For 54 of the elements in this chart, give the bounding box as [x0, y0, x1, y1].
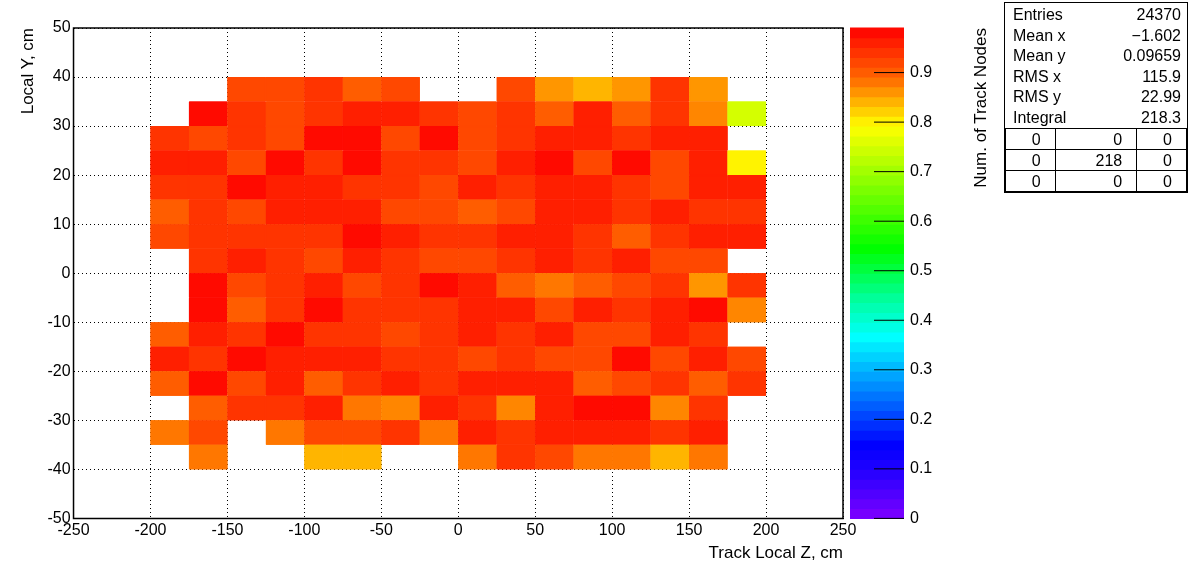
color-bar-label: 0.4	[910, 310, 933, 328]
color-bar-label: 0.9	[910, 62, 933, 80]
text: Integral	[1013, 107, 1067, 128]
x-tick-label: 0	[453, 521, 463, 539]
text: RMS y	[1013, 87, 1061, 107]
text: 0	[1136, 128, 1187, 150]
color-bar-label: 0.8	[910, 112, 933, 130]
y-tick-label: -20	[47, 361, 71, 379]
text: 218	[1055, 149, 1137, 171]
x-tick-label: 250	[829, 521, 857, 539]
color-bar-label: 0	[910, 508, 919, 526]
x-tick-label: 200	[752, 521, 780, 539]
x-tick-label: -50	[369, 521, 393, 539]
text: 24370	[1136, 5, 1181, 25]
color-bar-label: 0.3	[910, 360, 933, 378]
y-tick-label: -40	[47, 459, 71, 477]
color-bar-label: 0.6	[910, 211, 933, 229]
y-axis-title: Local Y, cm	[17, 28, 37, 115]
x-tick-label: -150	[211, 521, 244, 539]
text: RMS x	[1013, 66, 1061, 87]
x-axis-title: Track Local Z, cm	[708, 543, 843, 563]
color-bar-label: 0.2	[910, 409, 933, 427]
text: 0.09659	[1123, 46, 1181, 66]
text: 22.99	[1140, 87, 1181, 107]
text: Entries	[1013, 5, 1063, 25]
x-tick-label: 50	[526, 521, 545, 539]
text: 0	[1055, 128, 1137, 150]
text: 0	[1005, 128, 1056, 150]
color-bar-label: 0.1	[910, 459, 933, 477]
text: 115.9	[1142, 66, 1181, 87]
text: 0	[1055, 170, 1137, 192]
y-tick-label: -10	[47, 312, 71, 330]
y-tick-label: -30	[47, 410, 71, 428]
y-tick-label: 20	[52, 165, 71, 183]
text: −1.602	[1131, 25, 1181, 46]
x-tick-label: -200	[134, 521, 167, 539]
y-tick-label: 10	[52, 214, 71, 232]
text: Mean y	[1013, 46, 1066, 66]
color-bar-title: Num. of Track Nodes	[970, 28, 990, 188]
y-tick-label: 0	[61, 263, 71, 281]
text: Mean x	[1013, 25, 1066, 46]
text: 0	[1005, 170, 1056, 192]
text: 0	[1136, 170, 1187, 192]
y-tick-label: 40	[52, 67, 71, 85]
color-bar-label: 0.5	[910, 261, 933, 279]
text: 0	[1136, 149, 1187, 171]
color-bar-label: 0.7	[910, 162, 933, 180]
y-tick-label: 50	[52, 18, 71, 36]
text: 0	[1005, 149, 1056, 171]
x-tick-label: -100	[288, 521, 321, 539]
x-tick-label: 100	[598, 521, 626, 539]
y-tick-label: 30	[52, 116, 71, 134]
text: 218.3	[1140, 107, 1181, 128]
x-tick-label: 150	[675, 521, 703, 539]
